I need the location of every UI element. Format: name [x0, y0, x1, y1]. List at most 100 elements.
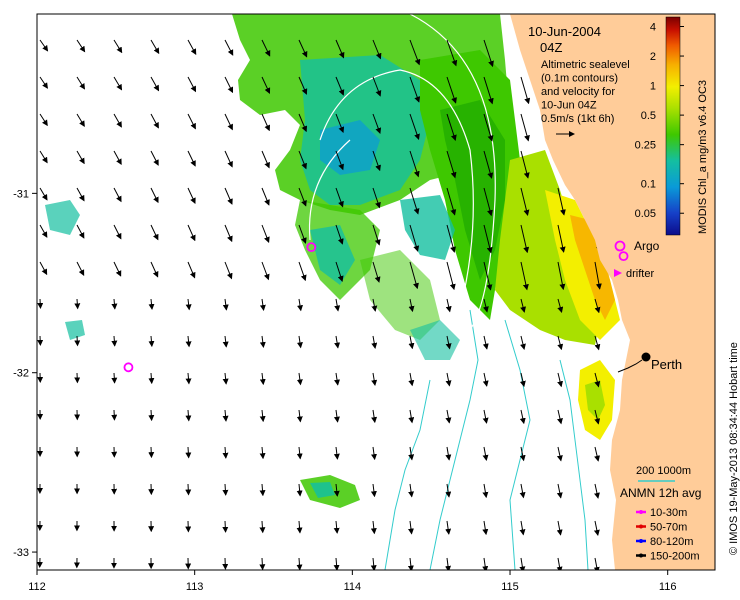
argo-legend-icon [614, 240, 626, 252]
velocity-arrow [222, 335, 229, 348]
velocity-arrow [185, 335, 192, 348]
map-date: 10-Jun-2004 [528, 24, 601, 39]
velocity-arrow [483, 76, 494, 105]
velocity-arrow [76, 187, 85, 202]
velocity-arrow [556, 520, 563, 536]
velocity-arrow [520, 335, 526, 350]
lon-tick-label: 113 [186, 581, 204, 593]
velocity-arrow [76, 224, 85, 239]
velocity-arrow [150, 113, 159, 129]
colorbar-tick-label: 2 [650, 51, 656, 63]
velocity-arrow [335, 150, 344, 171]
velocity-arrow [408, 335, 415, 350]
velocity-arrow [187, 187, 196, 205]
velocity-arrow [222, 372, 229, 385]
anmn-label: 150-200m [650, 551, 700, 563]
velocity-arrow [520, 298, 526, 313]
velocity-arrow [594, 409, 601, 425]
velocity-arrow [557, 409, 563, 425]
velocity-arrow [224, 261, 233, 280]
velocity-arrow [222, 446, 229, 459]
velocity-arrow [296, 483, 303, 497]
perth-drifter-track [617, 359, 643, 373]
velocity-arrow [261, 224, 270, 244]
velocity-arrow [557, 224, 566, 253]
velocity-arrow [520, 150, 530, 179]
velocity-arrow [113, 39, 123, 54]
velocity-arrow [39, 39, 49, 52]
velocity-arrow [446, 150, 457, 179]
velocity-arrow [261, 39, 271, 57]
velocity-arrow [298, 187, 307, 207]
velocity-arrow [482, 335, 489, 350]
velocity-arrow [445, 520, 452, 535]
velocity-arrow [335, 224, 344, 245]
velocity-arrow [556, 483, 563, 499]
velocity-arrow [520, 224, 530, 254]
velocity-arrow [372, 39, 382, 60]
bathymetry-contours [384, 309, 589, 570]
velocity-arrow [39, 224, 48, 238]
velocity-arrow [520, 261, 529, 291]
velocity-arrow [259, 409, 266, 423]
anmn-swatch-dot [639, 539, 643, 543]
colorbar-tick-label: 4 [650, 22, 656, 34]
description-line: (0.1m contours) [541, 73, 618, 85]
argo-float-marker [123, 362, 134, 373]
velocity-arrow [519, 409, 526, 425]
sealevel-contours [308, 14, 496, 331]
velocity-arrow [371, 335, 378, 349]
velocity-arrow [446, 76, 457, 104]
velocity-arrow [76, 113, 85, 127]
colorbar [665, 16, 681, 236]
velocity-arrow [370, 483, 377, 498]
velocity-arrow [407, 557, 414, 570]
city-label: Perth [651, 357, 682, 372]
map-time: 04Z [540, 40, 562, 55]
velocity-arrow [76, 261, 85, 276]
argo-float-marker [618, 251, 629, 262]
velocity-arrow [185, 409, 192, 422]
anmn-label: 80-120m [650, 536, 693, 548]
velocity-arrow [446, 224, 456, 253]
velocity-arrow [371, 409, 378, 424]
anmn-label: 10-30m [650, 507, 687, 519]
colorbar-ticks: 4 2 1 0.5 0.25 0.1 0.05 [635, 22, 684, 220]
velocity-arrow [39, 261, 48, 276]
anmn-legend: 10-30m 50-70m 80-120m 150-200m [636, 507, 700, 563]
velocity-arrow [74, 298, 81, 310]
velocity-arrow [446, 113, 457, 142]
velocity-arrow [222, 298, 229, 311]
velocity-arrow [371, 298, 378, 312]
anmn-legend-title: ANMN 12h avg [620, 486, 701, 500]
velocity-arrow [150, 224, 159, 241]
velocity-arrow [519, 372, 526, 388]
velocity-arrow [483, 39, 494, 68]
colorbar-tick-label: 0.25 [635, 140, 656, 152]
lat-tick-label: -33 [13, 547, 29, 559]
velocity-arrow [446, 187, 457, 216]
velocity-arrow [483, 113, 494, 142]
velocity-arrow [335, 261, 344, 282]
velocity-arrow [445, 557, 451, 570]
velocity-arrow [150, 76, 160, 92]
velocity-arrow [113, 76, 123, 91]
anmn-label: 50-70m [650, 522, 687, 534]
velocity-arrow [409, 187, 420, 215]
velocity-arrow [113, 187, 122, 203]
anmn-swatch-dot [639, 524, 643, 529]
velocity-arrow [224, 39, 234, 56]
velocity-arrow [296, 335, 303, 349]
velocity-arrow [333, 446, 340, 460]
map-description: Altimetric sealevel (0.1m contours)and ve… [541, 59, 630, 125]
velocity-arrow [333, 483, 340, 497]
velocity-arrow [333, 557, 340, 570]
velocity-arrow [446, 39, 458, 67]
velocity-arrow [296, 520, 303, 534]
velocity-arrow [519, 483, 526, 499]
colorbar-tick-label: 0.5 [641, 110, 656, 122]
drifter-legend-label: drifter [626, 268, 654, 280]
velocity-arrow [259, 446, 266, 460]
velocity-arrow [187, 261, 196, 279]
velocity-arrow [445, 372, 452, 387]
